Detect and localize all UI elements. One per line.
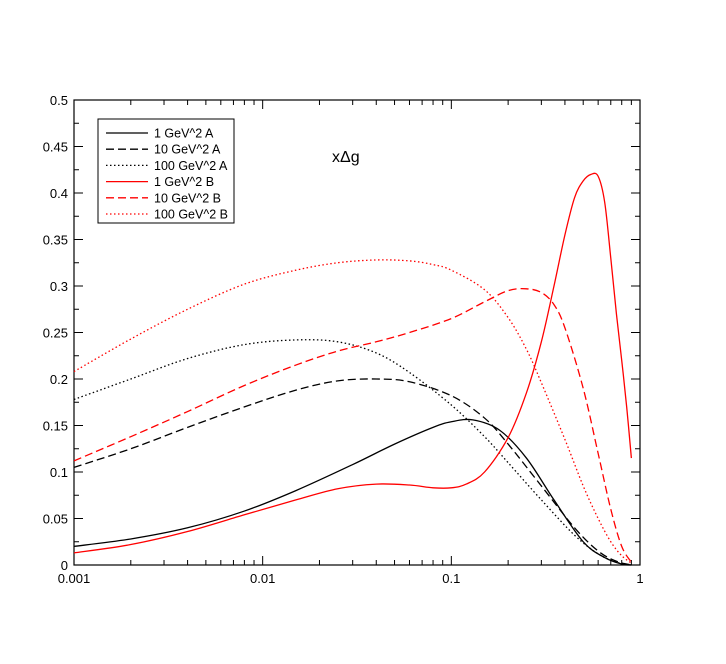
legend: 1 GeV^2 A 10 GeV^2 A 100 GeV^2 A 1 GeV^2 B 1…	[97, 118, 235, 224]
series-line-6	[73, 259, 632, 564]
y-tick-label: 0.2	[50, 372, 68, 387]
series-lines	[73, 172, 633, 566]
series-line-1	[73, 418, 632, 566]
y-tick-label: 0.1	[50, 465, 68, 480]
series-line-5	[73, 287, 632, 563]
x-tick-label: 0.01	[250, 571, 275, 586]
y-tick-label: 0	[61, 558, 68, 573]
legend-label: 10 GeV^2 A	[154, 143, 221, 157]
y-tick-label: 0.4	[50, 186, 68, 201]
x-tick-label: 1	[636, 571, 643, 586]
y-tick-label: 0.3	[50, 279, 68, 294]
axis-ticks: 0.001 0.01 0.1 1 0 0.05 0.1 0.15 0.2 0.25 0.3 0.35 0…	[43, 93, 644, 586]
legend-box	[97, 118, 235, 224]
series-line-3	[73, 339, 632, 566]
legend-label: 10 GeV^2 B	[154, 191, 221, 205]
chart-annotation: xΔg	[332, 149, 360, 166]
legend-label: 1 GeV^2 A	[154, 127, 214, 141]
legend-label: 1 GeV^2 B	[154, 175, 214, 189]
y-tick-label: 0.35	[43, 233, 68, 248]
legend-label: 100 GeV^2 B	[154, 208, 228, 222]
series-line-2	[73, 378, 632, 566]
y-tick-label: 0.15	[43, 419, 68, 434]
y-tick-label: 0.5	[50, 93, 68, 108]
y-tick-label: 0.45	[43, 140, 68, 155]
legend-label: 100 GeV^2 A	[154, 159, 228, 173]
series-line-4	[73, 172, 633, 554]
y-tick-label: 0.05	[43, 512, 68, 527]
x-tick-label: 0.001	[58, 571, 91, 586]
y-tick-label: 0.25	[43, 326, 68, 341]
x-tick-label: 0.1	[442, 571, 460, 586]
